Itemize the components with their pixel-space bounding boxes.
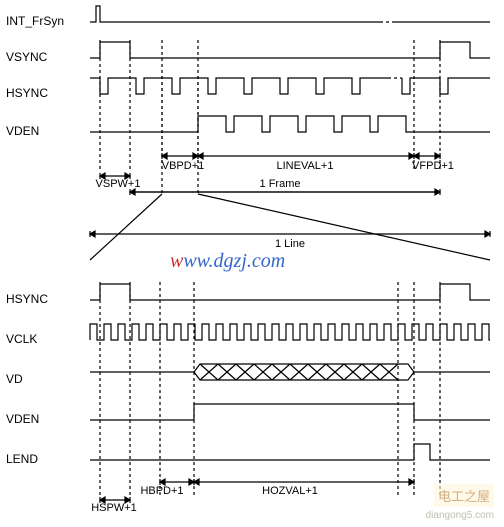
label-vsync: VSYNC — [6, 50, 47, 64]
footer-url: diangong5.com — [426, 510, 494, 521]
annot-hspw: HSPW+1 — [84, 502, 144, 514]
annot-frame: 1 Frame — [240, 178, 320, 190]
watermark: www.dgzj.com — [170, 250, 285, 273]
annot-vbpd: VBPD+1 — [158, 160, 208, 172]
watermark-first: w — [170, 250, 183, 272]
annot-line: 1 Line — [250, 238, 330, 250]
annot-vfpd: VFPD+1 — [408, 160, 458, 172]
label-hsync-bot: HSYNC — [6, 292, 48, 306]
annot-vspw: VSPW+1 — [88, 178, 148, 190]
timing-diagram: INT_FrSyn VSYNC HSYNC VDEN HSYNC VCLK VD… — [0, 0, 504, 527]
label-vclk: VCLK — [6, 332, 37, 346]
label-hsync-top: HSYNC — [6, 86, 48, 100]
label-lend: LEND — [6, 452, 38, 466]
annot-hbpd: HBPD+1 — [132, 485, 192, 497]
label-vden-bot: VDEN — [6, 412, 39, 426]
annot-hozval: HOZVAL+1 — [250, 485, 330, 497]
annot-lineval: LINEVAL+1 — [260, 160, 350, 172]
label-vden-top: VDEN — [6, 124, 39, 138]
label-vd: VD — [6, 372, 23, 386]
footer-brand: 电工之屋 — [434, 484, 494, 507]
label-int-frsyn: INT_FrSyn — [6, 14, 64, 28]
watermark-rest: ww.dgzj.com — [183, 250, 285, 272]
